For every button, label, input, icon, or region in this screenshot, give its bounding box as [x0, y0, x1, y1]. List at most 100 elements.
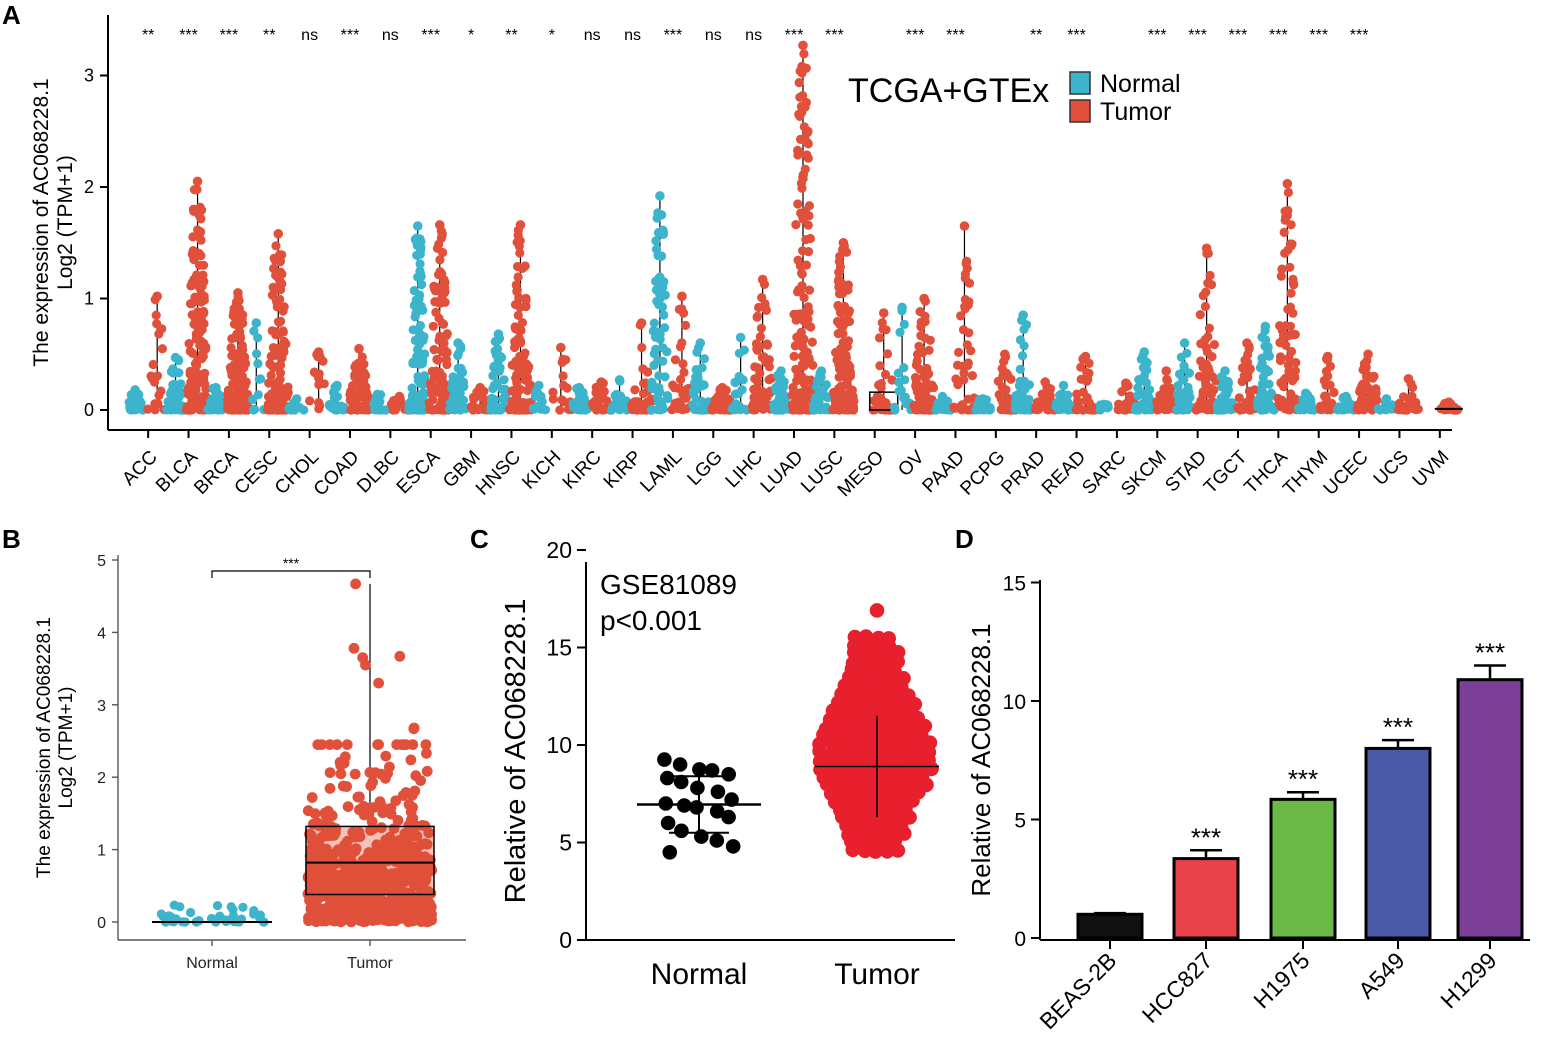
panel-a-dot-max: [838, 238, 849, 248]
panel-a-dot: [496, 352, 507, 363]
panel-a-dot-max: [735, 332, 746, 343]
panel-a-significance: *: [468, 27, 474, 44]
panel-b-y-tick-label: 4: [97, 625, 106, 642]
panel-d-x-tick-label: H1299: [1435, 947, 1501, 1013]
panel-a-dot: [841, 350, 851, 360]
panel-a-dot: [799, 49, 809, 59]
panel-a-dot: [808, 404, 819, 415]
panel-a-dot: [438, 247, 448, 258]
panel-a-dot: [676, 374, 686, 385]
panel-a-dot: [956, 311, 966, 321]
panel-a-dot: [234, 321, 244, 331]
panel-a-dot: [1280, 248, 1290, 258]
panel-b-dot-tumor: [367, 776, 378, 788]
panel-a-dot: [273, 317, 284, 327]
panel-a-dot: [492, 378, 502, 388]
panel-a-dot: [557, 357, 567, 367]
panel-a-dot: [960, 302, 970, 312]
panel-a-significance: **: [1030, 27, 1042, 44]
panel-a-dot: [211, 404, 222, 415]
panel-a-dot: [637, 342, 647, 353]
panel-a-y-title: The expression of AC068228.1 Log2 (TPM+1): [30, 78, 77, 366]
panel-a-dot-max: [978, 394, 988, 404]
panel-a-dot: [1284, 353, 1294, 363]
panel-a-x-tick-label: LUAD: [757, 447, 808, 498]
panel-a-dot: [963, 361, 973, 371]
panel-a-dot: [639, 378, 649, 388]
panel-a-dot: [772, 398, 782, 408]
panel-a-dot: [1275, 355, 1286, 366]
panel-a-dot: [1258, 405, 1268, 415]
panel-a-dot-max: [897, 302, 907, 313]
panel-a-legend-swatch: [1069, 99, 1091, 123]
panel-a-dot: [232, 329, 242, 339]
panel-label-c: C: [470, 524, 489, 554]
panel-a-dot: [749, 405, 759, 415]
panel-b-dot-tumor: [384, 831, 396, 843]
panel-a-dot: [895, 327, 905, 337]
panel-a-dot: [912, 387, 923, 397]
panel-a-dot: [411, 237, 422, 247]
panel-a-dot: [290, 405, 300, 415]
panel-a-dot: [931, 405, 941, 415]
panel-a-dot: [998, 371, 1008, 381]
panel-a-dot-max: [776, 366, 786, 376]
panel-a-dot: [795, 111, 805, 121]
panel-a-x-tick-label: PRAD: [998, 447, 1050, 499]
panel-a-dot: [471, 404, 481, 414]
panel-a-dot: [627, 405, 638, 415]
panel-a-dot: [999, 357, 1009, 367]
panel-a-dot: [678, 359, 688, 369]
panel-a-y-title-line1: The expression of AC068228.1: [30, 78, 53, 366]
panel-a-dot-max: [1381, 394, 1392, 404]
panel-b-dot-normal: [255, 913, 265, 923]
panel-a-dot-max: [816, 366, 827, 376]
panel-a-x-tick-label: KIRP: [600, 447, 646, 493]
panel-a-significance: ns: [301, 27, 318, 44]
panel-a-dot: [843, 308, 854, 318]
panel-a-dot: [753, 311, 763, 321]
panel-d-y-tick-label: 15: [1003, 573, 1026, 596]
panel-b-dot-tumor: [380, 772, 391, 784]
panel-b-dot-tumor: [406, 915, 418, 926]
panel-b-y-tick-label: 2: [97, 770, 106, 787]
panel-b-dot-tumor: [417, 820, 428, 831]
panel-a-dot: [453, 363, 463, 373]
panel-b-dot-tumor: [415, 855, 426, 867]
panel-a-dot-max: [757, 274, 768, 285]
panel-a-dot: [361, 382, 371, 392]
panel-a-dot-max: [655, 191, 665, 201]
panel-a-dot: [730, 377, 740, 387]
panel-a-dot-max: [1220, 366, 1230, 376]
panel-a-dot: [329, 393, 339, 403]
panel-b-dot-tumor: [392, 815, 404, 826]
panel-a-dot: [953, 360, 963, 370]
panel-a-dot: [1293, 403, 1304, 414]
panel-a-dot-max: [313, 347, 324, 357]
panel-a-dot: [1283, 205, 1293, 216]
panel-a-dot: [959, 368, 969, 378]
panel-a-dot: [924, 369, 934, 379]
panel-a-dot: [350, 370, 360, 380]
panel-b-dot-tumor: [346, 845, 358, 857]
panel-c-dot-tumor: [847, 629, 863, 645]
panel-a-dot: [1259, 391, 1270, 401]
panel-c-y-tick-label: 20: [546, 537, 572, 563]
panel-a-dot: [1044, 405, 1054, 415]
panel-a-dot: [1250, 385, 1260, 395]
panel-a-dot: [1282, 403, 1292, 413]
panel-a-dot: [1141, 378, 1151, 388]
panel-b-dot-tumor: [371, 839, 383, 851]
panel-a-dot: [894, 377, 904, 387]
panel-a-dot: [652, 327, 663, 337]
panel-b-dot-tumor: [335, 768, 347, 780]
panel-a-dot: [1203, 278, 1213, 288]
panel-a-dot: [1006, 374, 1016, 384]
panel-a-dot-max: [1161, 366, 1172, 376]
panel-b-dot-normal: [212, 901, 223, 911]
panel-a-dot: [791, 364, 801, 374]
panel-a-dot: [196, 214, 206, 224]
panel-a-dot: [436, 402, 446, 412]
panel-a-dot: [146, 371, 156, 381]
panel-b-dot-tumor: [394, 842, 406, 854]
